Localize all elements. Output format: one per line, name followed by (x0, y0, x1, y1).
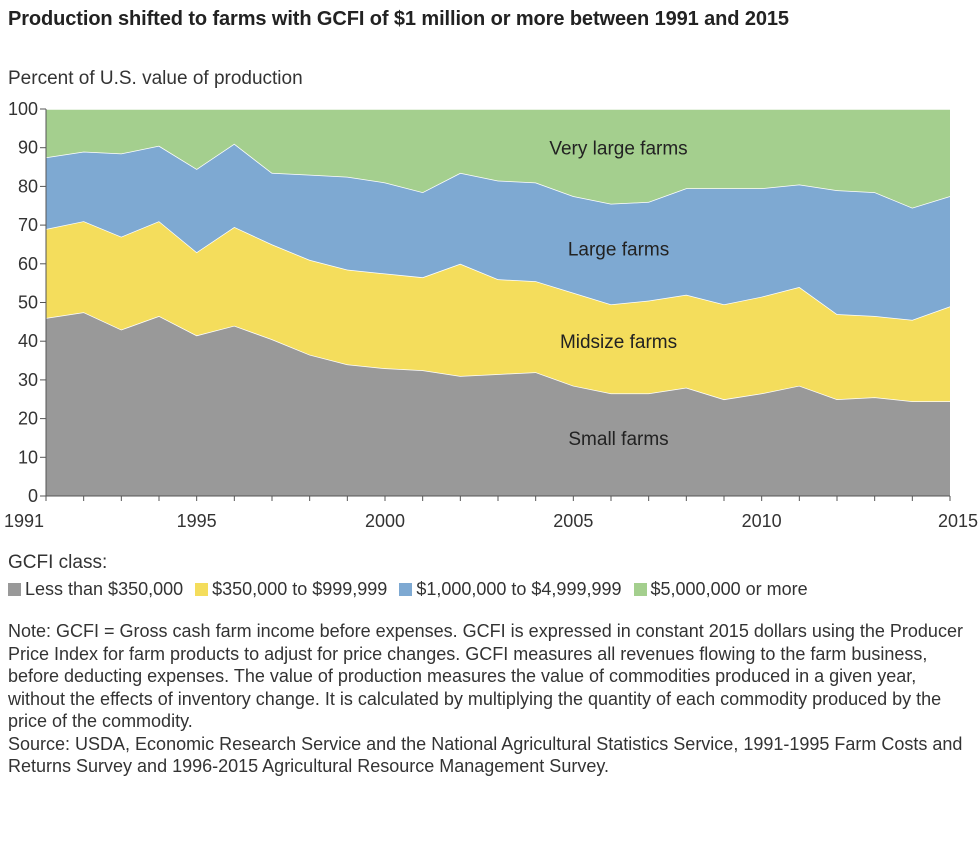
legend: Less than $350,000 $350,000 to $999,999 … (8, 579, 820, 600)
area-labels-layer: Small farms Midsize farms Large farms Very … (549, 139, 687, 450)
area-large (46, 143, 950, 320)
y-axis-label: Percent of U.S. value of production (8, 68, 303, 89)
x-tick-label-2010: 2010 (742, 511, 782, 531)
source-text: Source: USDA, Economic Research Service … (8, 733, 963, 777)
area-label-midsize: Midsize farms (560, 332, 677, 353)
y-tick-label-90: 90 (18, 138, 38, 158)
footnote: Note: GCFI = Gross cash farm income befo… (8, 620, 976, 778)
y-tick-label-30: 30 (18, 370, 38, 390)
legend-swatch-small (8, 583, 21, 596)
y-tick-label-20: 20 (18, 409, 38, 429)
legend-label-midsize: $350,000 to $999,999 (212, 579, 388, 599)
area-very-large (46, 109, 950, 208)
legend-item-very-large: $5,000,000 or more (633, 579, 808, 600)
y-tick-label-60: 60 (18, 254, 38, 274)
legend-item-small: Less than $350,000 (8, 579, 183, 600)
legend-item-large: $1,000,000 to $4,999,999 (399, 579, 622, 600)
area-midsize (46, 221, 950, 402)
y-tick-label-50: 50 (18, 293, 38, 313)
legend-title: GCFI class: (8, 552, 108, 573)
x-tick-label-1991: 1991 (4, 511, 44, 531)
legend-swatch-midsize (195, 583, 209, 596)
y-tick-label-80: 80 (18, 176, 38, 196)
legend-swatch-large (399, 583, 413, 596)
legend-item-midsize: $350,000 to $999,999 (195, 579, 387, 600)
axes-layer: 0 10 20 30 40 50 60 70 80 90 100 1991 1995 2000 2005 20… (4, 99, 978, 531)
x-tick-label-2000: 2000 (365, 511, 405, 531)
area-small (46, 312, 950, 496)
y-tick-label-10: 10 (18, 447, 38, 467)
chart-title: Production shifted to farms with GCFI of… (8, 8, 789, 30)
legend-label-small: Less than $350,000 (25, 579, 184, 599)
x-tick-label-2015: 2015 (938, 511, 978, 531)
legend-label-large: $1,000,000 to $4,999,999 (416, 579, 622, 599)
x-tick-label-2005: 2005 (553, 511, 593, 531)
y-tick-label-70: 70 (18, 215, 38, 235)
note-text: Note: GCFI = Gross cash farm income befo… (8, 621, 963, 731)
stacked-area-chart: 0 10 20 30 40 50 60 70 80 90 100 1991 1995 2000 2005 20… (4, 99, 978, 531)
area-label-small: Small farms (568, 429, 668, 450)
area-label-very-large: Very large farms (549, 139, 687, 160)
legend-label-very-large: $5,000,000 or more (650, 579, 808, 599)
y-tick-label-40: 40 (18, 331, 38, 351)
x-tick-label-1995: 1995 (177, 511, 217, 531)
y-tick-label-0: 0 (28, 486, 38, 506)
areas-layer (45, 108, 951, 496)
legend-swatch-very-large (633, 583, 647, 596)
y-tick-label-100: 100 (8, 99, 38, 119)
area-label-large: Large farms (568, 239, 669, 260)
